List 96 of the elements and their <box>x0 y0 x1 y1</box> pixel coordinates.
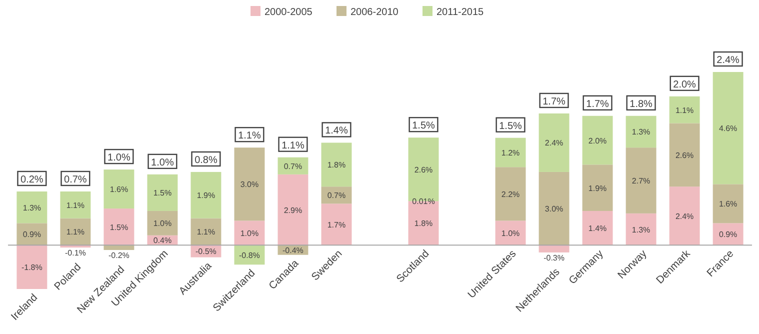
data-label: 1.2% <box>501 148 520 158</box>
data-label: 1.7% <box>327 220 346 230</box>
annotation: 1.1% <box>238 130 261 142</box>
legend-label: 2000-2005 <box>264 7 313 18</box>
data-label: 1.0% <box>240 228 259 238</box>
data-label: 0.9% <box>718 230 738 240</box>
bar <box>60 218 91 246</box>
data-label: 0.7% <box>327 191 346 200</box>
data-label: -1.8% <box>21 263 42 272</box>
bar <box>495 138 526 168</box>
data-label: 2.4% <box>675 212 694 221</box>
data-label: 4.6% <box>718 124 738 134</box>
annotation: 0.2% <box>20 174 44 186</box>
data-label: 2.0% <box>588 136 607 146</box>
bar <box>147 210 178 236</box>
data-label: 0.01% <box>412 197 435 206</box>
data-label: 0.9% <box>22 230 42 240</box>
data-label: 1.4% <box>588 224 607 234</box>
data-label: 1.6% <box>110 185 128 194</box>
bar <box>582 116 613 165</box>
bar <box>190 218 222 246</box>
data-label: 1.1% <box>675 106 694 115</box>
data-label: 1.8% <box>327 160 346 170</box>
annotation: 0.7% <box>64 174 87 186</box>
bar <box>16 191 48 224</box>
data-label: 1.3% <box>22 203 42 212</box>
bar <box>626 116 656 148</box>
data-label: 2.4% <box>544 138 564 148</box>
data-label: 1.6% <box>718 200 738 209</box>
bar <box>234 148 265 221</box>
data-label: 3.0% <box>240 180 259 190</box>
bar <box>538 113 570 172</box>
annotation: 1.4% <box>325 126 348 137</box>
data-label: 1.1% <box>66 200 85 210</box>
data-label: 1.1% <box>66 228 85 237</box>
data-label: -0.1% <box>64 248 86 258</box>
bar <box>278 174 308 246</box>
annotation: 1.7% <box>542 96 566 108</box>
data-label: 1.9% <box>588 184 607 193</box>
bar <box>190 172 222 218</box>
annotation: 1.0% <box>151 157 174 168</box>
annotation: 1.7% <box>586 98 610 110</box>
bar <box>626 148 656 214</box>
data-label: -0.3% <box>544 253 564 262</box>
data-label: 1.3% <box>632 225 650 234</box>
bar <box>669 186 700 246</box>
bar <box>147 174 178 211</box>
bar <box>582 164 613 211</box>
bar <box>16 245 48 289</box>
annotation: 0.8% <box>194 154 218 166</box>
data-label: 1.1% <box>196 228 216 237</box>
data-label: 1.5% <box>110 222 128 232</box>
data-label: 1.8% <box>414 219 433 228</box>
legend-label: 2006-2010 <box>350 7 399 18</box>
data-label: 0.7% <box>284 162 302 171</box>
bar <box>538 245 570 252</box>
data-label: 1.9% <box>196 191 216 200</box>
bar <box>104 170 134 209</box>
annotation: 1.8% <box>630 98 653 110</box>
bar <box>669 96 700 124</box>
data-label: 2.6% <box>675 150 694 160</box>
data-label: 0.4% <box>153 236 172 246</box>
data-label: 1.0% <box>501 228 520 238</box>
bar <box>712 72 744 184</box>
bar <box>538 172 570 246</box>
bar <box>495 167 526 221</box>
annotation: 1.1% <box>282 140 304 152</box>
bar <box>321 142 352 187</box>
bar <box>626 213 656 246</box>
data-label: -0.8% <box>239 250 260 260</box>
data-label: 1.3% <box>632 128 650 137</box>
data-label: -0.5% <box>196 247 216 256</box>
data-label: 2.6% <box>414 165 433 174</box>
bar <box>495 220 526 246</box>
bar <box>712 184 744 224</box>
annotation: 1.0% <box>108 152 130 164</box>
annotation: 1.5% <box>412 120 436 132</box>
bar <box>321 204 352 246</box>
data-label: -0.2% <box>108 250 130 260</box>
data-label: 3.0% <box>544 204 564 214</box>
text: 2.4% <box>716 55 740 66</box>
annotation: 1.5% <box>499 120 522 132</box>
bar <box>104 245 134 250</box>
data-label: 2.9% <box>284 206 302 215</box>
data-label: 2.2% <box>501 190 520 199</box>
bar <box>104 208 134 246</box>
data-label: 1.5% <box>153 188 172 198</box>
legend-label: 2011-2015 <box>436 7 484 18</box>
bar <box>234 220 265 246</box>
bar <box>60 191 91 218</box>
bar <box>582 210 613 246</box>
data-label: 1.0% <box>153 219 172 228</box>
data-label: 2.7% <box>632 176 650 186</box>
data-label: -0.4% <box>282 246 304 255</box>
annotation: 2.0% <box>673 79 696 90</box>
bar <box>669 123 700 187</box>
